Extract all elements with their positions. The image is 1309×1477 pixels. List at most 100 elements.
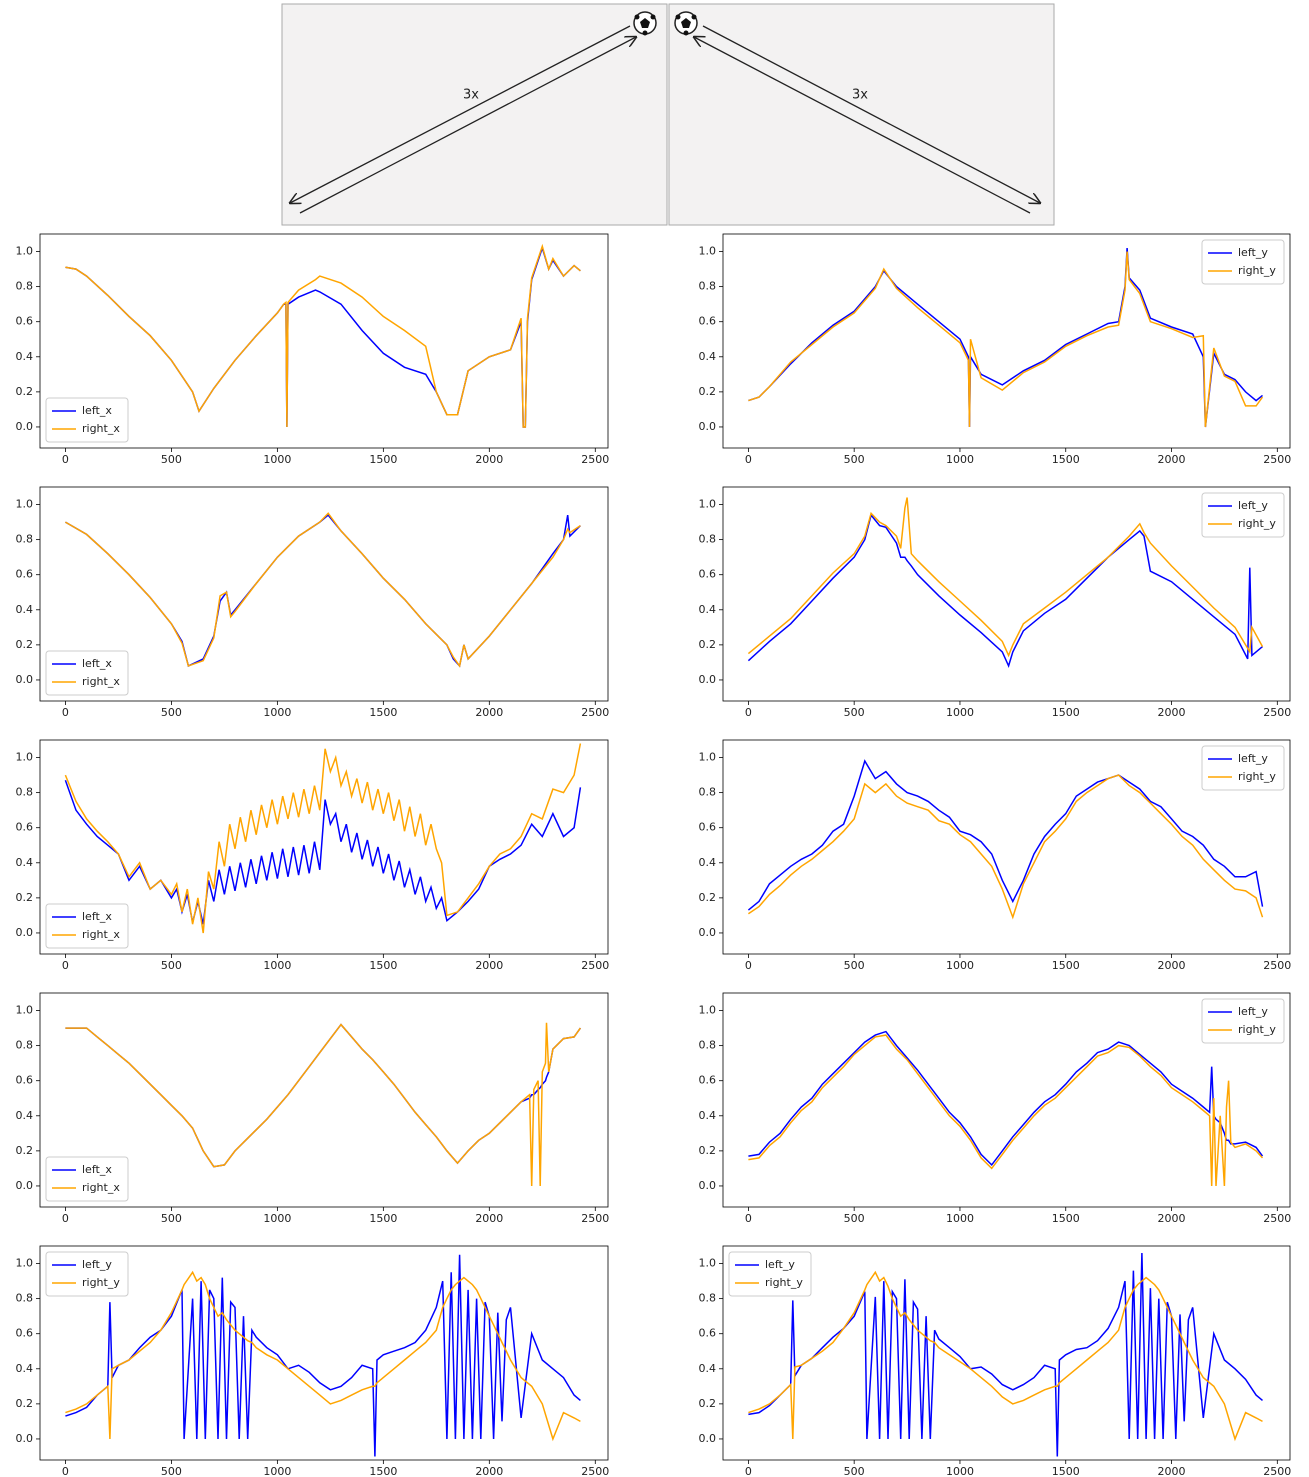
y-tick-label: 0.0 (16, 1432, 34, 1445)
data-line (748, 1035, 1262, 1186)
data-line (748, 498, 1262, 656)
legend: left_yright_y (729, 1252, 811, 1296)
series-group (748, 1032, 1262, 1186)
series-group (748, 1253, 1262, 1457)
x-tick-label: 2500 (1263, 453, 1291, 466)
series-group (65, 246, 580, 427)
data-line (748, 775, 1262, 917)
data-line (748, 515, 1262, 666)
legend-label: right_x (82, 675, 120, 688)
chart: 0.00.20.40.60.81.005001000150020002500le… (699, 234, 1292, 466)
data-line (65, 1255, 580, 1457)
y-tick-label: 0.4 (699, 856, 717, 869)
repeat-label: 3x (852, 88, 868, 103)
y-tick-label: 0.8 (16, 1292, 34, 1305)
y-tick-label: 0.0 (699, 1432, 717, 1445)
x-tick-label: 2500 (581, 1465, 609, 1477)
legend-label: left_y (1238, 246, 1268, 259)
x-tick-label: 1500 (1052, 1212, 1080, 1225)
data-line (65, 248, 580, 427)
legend-label: left_y (82, 1258, 112, 1271)
data-line (65, 246, 580, 427)
x-tick-label: 500 (844, 959, 865, 972)
y-tick-label: 1.0 (16, 1004, 34, 1017)
x-tick-label: 0 (745, 453, 752, 466)
data-line (748, 1253, 1262, 1457)
x-tick-label: 2500 (581, 959, 609, 972)
y-tick-label: 0.0 (699, 420, 717, 433)
series-group (748, 761, 1262, 917)
y-tick-label: 0.4 (699, 603, 717, 616)
y-tick-label: 0.4 (16, 1362, 34, 1375)
legend-label: left_x (82, 910, 112, 923)
y-tick-label: 0.6 (699, 568, 717, 581)
y-tick-label: 1.0 (16, 498, 34, 511)
y-tick-label: 0.8 (16, 786, 34, 799)
x-tick-label: 2500 (1263, 1465, 1291, 1477)
legend-label: left_y (1238, 499, 1268, 512)
x-tick-label: 0 (62, 1212, 69, 1225)
data-line (65, 1023, 580, 1186)
x-tick-label: 0 (745, 1465, 752, 1477)
y-tick-label: 0.0 (16, 926, 34, 939)
x-tick-label: 0 (62, 706, 69, 719)
data-line (748, 761, 1262, 910)
legend-label: right_x (82, 1181, 120, 1194)
chart: 0.00.20.40.60.81.005001000150020002500le… (699, 740, 1292, 972)
legend: left_yright_y (46, 1252, 128, 1296)
legend-label: right_y (1238, 517, 1276, 530)
x-tick-label: 0 (62, 959, 69, 972)
legend: left_y right_y (1202, 493, 1284, 537)
x-tick-label: 500 (161, 959, 182, 972)
chart: 0.00.20.40.60.81.005001000150020002500le… (699, 1246, 1292, 1477)
y-tick-label: 0.6 (699, 1327, 717, 1340)
x-tick-label: 500 (844, 1465, 865, 1477)
y-tick-label: 0.4 (16, 350, 34, 363)
y-tick-label: 0.0 (16, 420, 34, 433)
x-tick-label: 1000 (263, 453, 291, 466)
y-tick-label: 0.0 (16, 673, 34, 686)
x-tick-label: 1000 (946, 1212, 974, 1225)
data-line (748, 1032, 1262, 1165)
y-tick-label: 0.8 (699, 1292, 717, 1305)
x-tick-label: 1500 (1052, 453, 1080, 466)
series-group (65, 744, 580, 934)
x-tick-label: 1000 (263, 1212, 291, 1225)
legend-label: right_x (82, 928, 120, 941)
y-tick-label: 1.0 (16, 245, 34, 258)
right-panel (669, 4, 1054, 225)
x-tick-label: 0 (62, 1465, 69, 1477)
legend: left_x right_x (46, 904, 128, 948)
x-tick-label: 1000 (946, 959, 974, 972)
figure: 3x 3x 0.00.20.40.60.81.00500100015002000… (0, 0, 1309, 1477)
x-tick-label: 0 (745, 706, 752, 719)
series-group (748, 248, 1262, 427)
y-tick-label: 0.8 (699, 280, 717, 293)
x-tick-label: 2500 (1263, 706, 1291, 719)
y-tick-label: 0.8 (699, 533, 717, 546)
legend-label: right_y (765, 1276, 803, 1289)
series-group (748, 498, 1262, 666)
x-tick-label: 500 (844, 706, 865, 719)
y-tick-label: 0.6 (16, 821, 34, 834)
legend-label: left_x (82, 404, 112, 417)
y-tick-label: 0.6 (16, 1074, 34, 1087)
x-tick-label: 1000 (946, 453, 974, 466)
y-tick-label: 0.2 (16, 1397, 34, 1410)
x-tick-label: 2000 (475, 706, 503, 719)
x-tick-label: 0 (745, 1212, 752, 1225)
x-tick-label: 1500 (1052, 1465, 1080, 1477)
x-tick-label: 2000 (1158, 959, 1186, 972)
x-tick-label: 1000 (946, 1465, 974, 1477)
x-tick-label: 1500 (1052, 706, 1080, 719)
x-tick-label: 500 (161, 1465, 182, 1477)
x-tick-label: 2000 (475, 959, 503, 972)
y-tick-label: 1.0 (699, 751, 717, 764)
